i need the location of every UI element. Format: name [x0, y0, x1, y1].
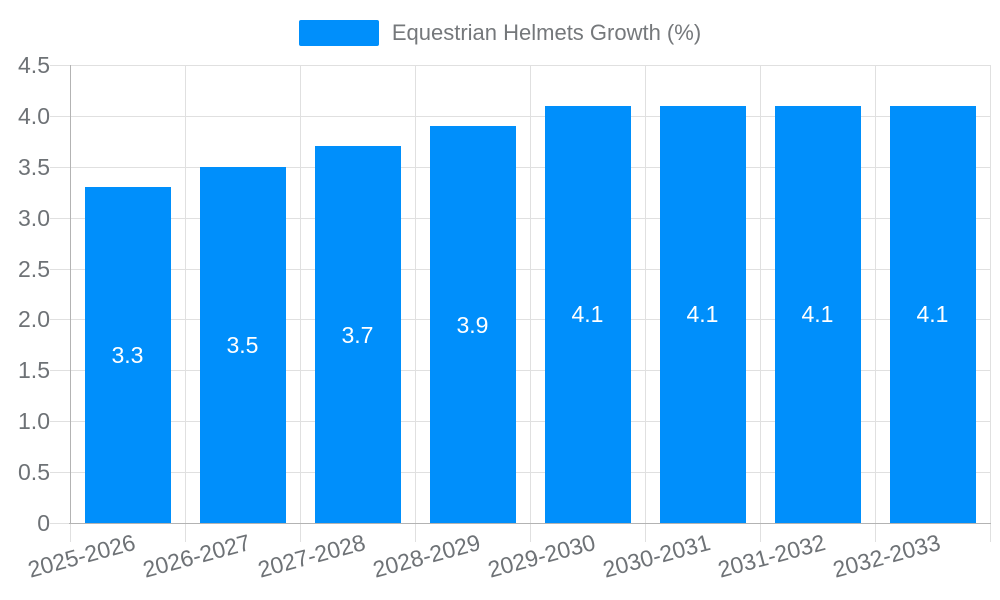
y-axis-tick [50, 370, 70, 372]
legend-item[interactable]: Equestrian Helmets Growth (%) [0, 16, 1000, 50]
bar-value-label: 4.1 [686, 301, 719, 328]
bar-value-label: 4.1 [916, 301, 949, 328]
bar-value-label: 3.7 [341, 321, 374, 348]
bar-2030-2031[interactable] [659, 105, 746, 523]
x-gridline [760, 65, 761, 523]
y-axis-tick [50, 268, 70, 270]
x-gridline [645, 65, 646, 523]
y-axis-tick-label: 3.5 [18, 153, 50, 180]
y-axis-tick [50, 65, 70, 66]
bar-2027-2028[interactable] [314, 146, 401, 523]
bar-2029-2030[interactable] [544, 105, 631, 523]
x-gridline [185, 65, 186, 523]
bar-2032-2033[interactable] [889, 105, 976, 523]
y-axis-tick-label: 1.5 [18, 357, 50, 384]
x-axis-tick [875, 524, 876, 542]
bar-value-label: 4.1 [801, 301, 834, 328]
x-axis-tick [645, 524, 646, 542]
bar-value-label: 3.9 [456, 311, 489, 338]
x-axis-tick [70, 524, 71, 542]
x-axis-line [69, 523, 991, 524]
bar-2028-2029[interactable] [429, 126, 516, 523]
legend-marker-swatch [298, 20, 379, 46]
x-gridline [415, 65, 416, 523]
y-axis-tick-label: 0.5 [18, 459, 50, 486]
x-gridline [300, 65, 301, 523]
x-axis-tick [300, 524, 301, 542]
y-axis-tick [50, 472, 70, 474]
bar-2026-2027[interactable] [199, 166, 286, 523]
y-axis-tick-label: 0 [37, 510, 50, 536]
x-gridline [875, 65, 876, 523]
legend-label: Equestrian Helmets Growth (%) [391, 20, 702, 45]
bar-2025-2026[interactable] [84, 187, 171, 523]
y-axis-tick-label: 2.5 [18, 255, 50, 282]
y-axis-tick [50, 523, 70, 524]
bar-value-label: 3.5 [226, 331, 259, 358]
plot-area: 3.3 3.5 3.7 3.9 4.1 4.1 4.1 4.1 [70, 65, 991, 523]
x-axis-tick [760, 524, 761, 542]
y-axis-tick-label: 3.0 [18, 204, 50, 231]
x-gridline [990, 65, 991, 523]
y-axis-line [70, 65, 71, 523]
bar-2031-2032[interactable] [774, 105, 861, 523]
bar-value-label: 4.1 [571, 301, 604, 328]
x-axis-tick [415, 524, 416, 542]
x-axis-tick [530, 524, 531, 542]
y-axis-tick-label: 1.0 [18, 408, 50, 435]
y-axis-tick [50, 166, 70, 168]
x-axis-tick [990, 524, 991, 542]
y-axis-tick [50, 421, 70, 423]
x-gridline [530, 65, 531, 523]
y-axis-tick-label: 4.5 [18, 52, 50, 78]
y-axis-tick [50, 217, 70, 219]
y-axis-tick-label: 4.0 [18, 102, 50, 129]
bar-value-label: 3.3 [111, 342, 144, 369]
x-axis-tick [185, 524, 186, 542]
y-axis-tick-label: 2.0 [18, 306, 50, 333]
y-axis-tick [50, 319, 70, 321]
y-axis-tick [50, 115, 70, 117]
